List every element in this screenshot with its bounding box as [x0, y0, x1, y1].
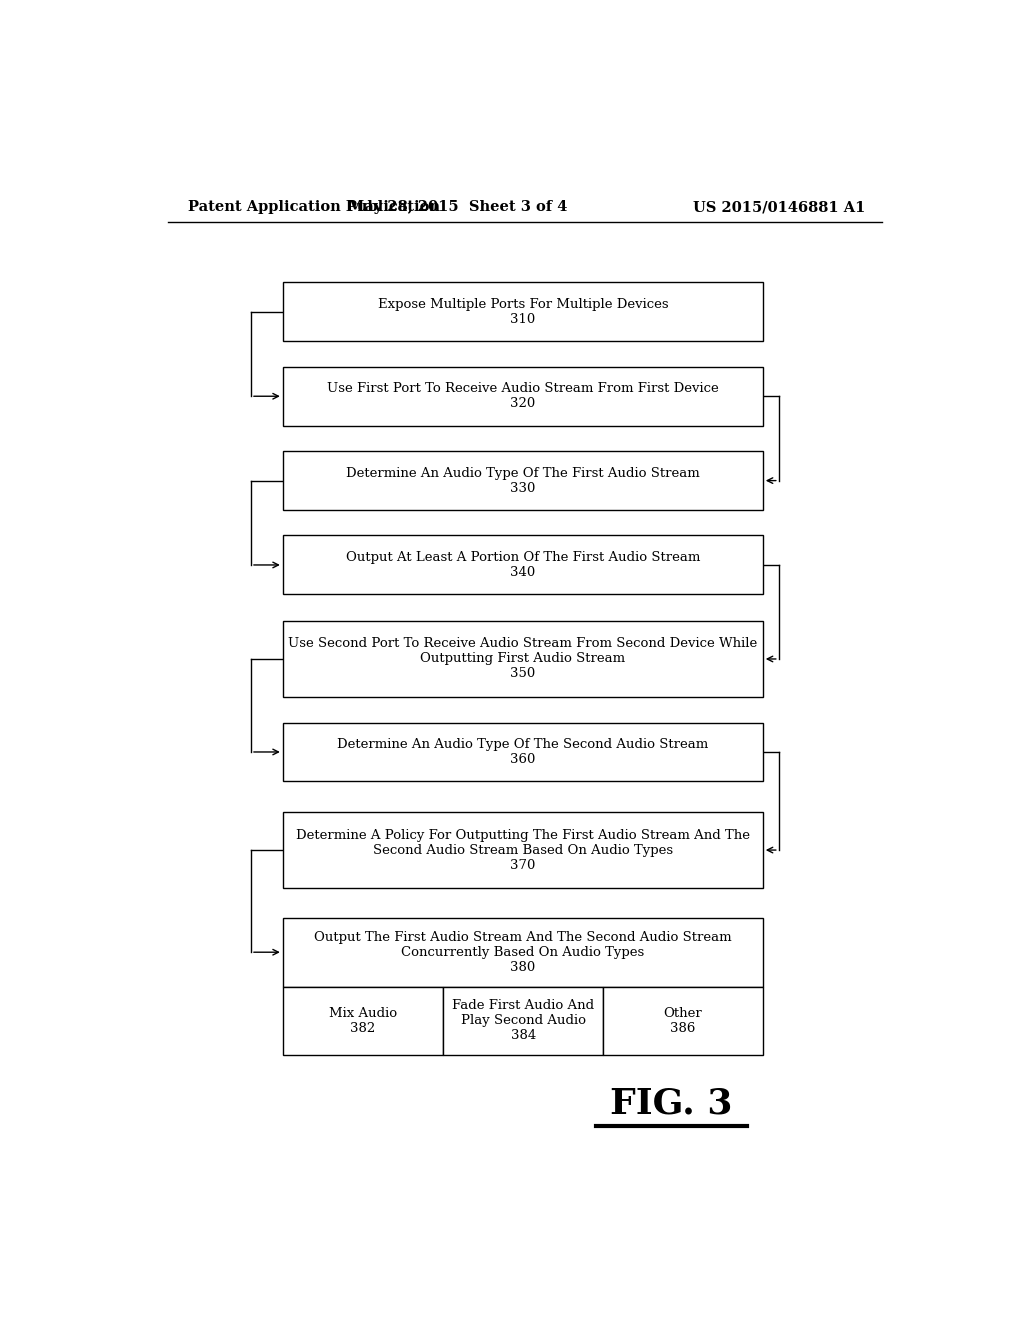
Bar [283, 367, 763, 426]
Text: Determine A Policy For Outputting The First Audio Stream And The
Second Audio St: Determine A Policy For Outputting The Fi… [296, 829, 750, 871]
Text: Fade First Audio And
Play Second Audio
384: Fade First Audio And Play Second Audio 3… [453, 999, 594, 1043]
Text: Determine An Audio Type Of The Second Audio Stream
360: Determine An Audio Type Of The Second Au… [337, 738, 709, 766]
Text: Mix Audio
382: Mix Audio 382 [329, 1007, 397, 1035]
Bar [283, 812, 763, 888]
Text: Use Second Port To Receive Audio Stream From Second Device While
Outputting Firs: Use Second Port To Receive Audio Stream … [288, 638, 758, 681]
Text: Determine An Audio Type Of The First Audio Stream
330: Determine An Audio Type Of The First Aud… [346, 466, 699, 495]
Text: Output At Least A Portion Of The First Audio Stream
340: Output At Least A Portion Of The First A… [346, 550, 700, 579]
Bar [283, 536, 763, 594]
Bar [283, 987, 443, 1055]
Bar [283, 917, 763, 987]
Bar [603, 987, 763, 1055]
Text: May 28, 2015  Sheet 3 of 4: May 28, 2015 Sheet 3 of 4 [348, 201, 567, 214]
Bar [283, 620, 763, 697]
Bar [443, 987, 603, 1055]
Text: Expose Multiple Ports For Multiple Devices
310: Expose Multiple Ports For Multiple Devic… [378, 298, 668, 326]
Bar [283, 451, 763, 510]
Text: FIG. 3: FIG. 3 [610, 1086, 733, 1121]
Text: US 2015/0146881 A1: US 2015/0146881 A1 [692, 201, 865, 214]
Text: Patent Application Publication: Patent Application Publication [187, 201, 439, 214]
Bar [283, 282, 763, 342]
Text: Use First Port To Receive Audio Stream From First Device
320: Use First Port To Receive Audio Stream F… [327, 383, 719, 411]
Text: Output The First Audio Stream And The Second Audio Stream
Concurrently Based On : Output The First Audio Stream And The Se… [314, 931, 731, 974]
Bar [283, 722, 763, 781]
Text: Other
386: Other 386 [664, 1007, 702, 1035]
